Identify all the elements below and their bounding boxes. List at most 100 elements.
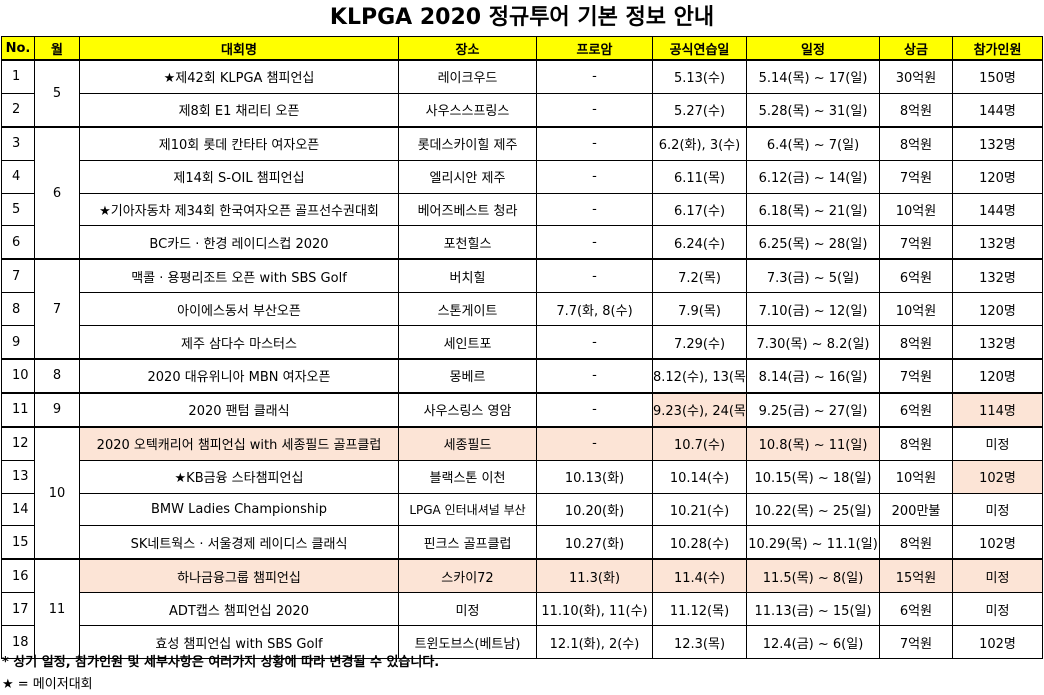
cell-schedule: 6.4(목) ~ 7(일): [746, 125, 880, 161]
cell-schedule: 11.13(금) ~ 15(일): [746, 592, 880, 627]
table-row: 16 11 하나금융그룹 챔피언십 스카이72 11.3(화) 11.4(수) …: [1, 558, 1043, 660]
cell-players: 132명: [952, 258, 1043, 294]
cell-proam: -: [536, 358, 653, 394]
cell-prize: 200만불: [879, 492, 953, 527]
cell-tournament: 하나금융그룹 챔피언십: [79, 558, 399, 594]
cell-prize: 7억원: [879, 225, 953, 260]
cell-proam: 11.10(화), 11(수): [536, 592, 653, 627]
cell-prize: 8억원: [879, 92, 953, 128]
cell-practice: 5.13(수): [652, 58, 747, 94]
cell-schedule: 8.14(금) ~ 16(일): [746, 358, 880, 394]
cell-month: 10: [34, 425, 80, 560]
cell-no: 16: [1, 558, 35, 594]
cell-no: 11: [1, 391, 35, 428]
cell-no: 15: [1, 525, 35, 560]
table-row: 2 제8회 E1 채리티 오픈 사우스스프링스 - 5.27(수) 5.28(목…: [1, 92, 1043, 128]
header-prize: 상금: [879, 36, 953, 61]
table-row: 8 아이에스동서 부산오픈 스톤게이트 7.7(화, 8(수) 7.9(목) 7…: [1, 292, 1043, 327]
cell-practice: 5.27(수): [652, 92, 747, 128]
cell-tournament: ★기아자동차 제34회 한국여자오픈 골프선수권대회: [79, 192, 399, 227]
cell-no: 6: [1, 225, 35, 260]
cell-players: 미정: [952, 558, 1043, 594]
cell-practice: 10.21(수): [652, 492, 747, 527]
cell-tournament: 2020 대유위니아 MBN 여자오픈: [79, 358, 399, 394]
table-row: 6 BC카드 · 한경 레이디스컵 2020 포천힐스 - 6.24(수) 6.…: [1, 225, 1043, 260]
cell-practice: 10.14(수): [652, 459, 747, 494]
cell-prize: 6억원: [879, 391, 953, 428]
table-row: 15 SK네트웍스 · 서울경제 레이디스 클래식 핀크스 골프클럽 10.27…: [1, 525, 1043, 560]
cell-schedule: 5.28(목) ~ 31(일): [746, 92, 880, 128]
cell-prize: 7억원: [879, 625, 953, 660]
header-venue: 장소: [398, 36, 537, 61]
header-practice: 공식연습일: [652, 36, 747, 61]
cell-venue: 사우스스프링스: [398, 92, 537, 128]
cell-players: 120명: [952, 292, 1043, 327]
cell-prize: 8억원: [879, 125, 953, 161]
cell-tournament: 제14회 S-OIL 챔피언십: [79, 159, 399, 194]
cell-tournament: 맥콜 · 용평리조트 오픈 with SBS Golf: [79, 258, 399, 294]
cell-proam: 12.1(화), 2(수): [536, 625, 653, 660]
cell-prize: 7억원: [879, 358, 953, 394]
cell-no: 17: [1, 592, 35, 627]
cell-schedule: 10.8(목) ~ 11(일): [746, 425, 880, 461]
cell-practice: 11.12(목): [652, 592, 747, 627]
cell-venue: 스카이72: [398, 558, 537, 594]
header-tournament: 대회명: [79, 36, 399, 61]
cell-players: 114명: [952, 391, 1043, 428]
cell-no: 2: [1, 92, 35, 128]
cell-venue: 레이크우드: [398, 58, 537, 94]
cell-proam: 11.3(화): [536, 558, 653, 594]
cell-prize: 30억원: [879, 58, 953, 94]
cell-proam: -: [536, 159, 653, 194]
cell-venue: 베어즈베스트 청라: [398, 192, 537, 227]
cell-tournament: BMW Ladies Championship: [79, 492, 399, 527]
cell-players: 102명: [952, 525, 1043, 560]
header-month: 월: [34, 36, 80, 61]
cell-proam: -: [536, 425, 653, 461]
cell-players: 미정: [952, 425, 1043, 461]
cell-month: 7: [34, 258, 80, 360]
cell-players: 150명: [952, 58, 1043, 94]
cell-proam: -: [536, 125, 653, 161]
cell-schedule: 7.10(금) ~ 12(일): [746, 292, 880, 327]
cell-no: 9: [1, 325, 35, 360]
table-row: 14 BMW Ladies Championship LPGA 인터내셔널 부산…: [1, 492, 1043, 527]
cell-venue: 핀크스 골프클럽: [398, 525, 537, 560]
cell-no: 3: [1, 125, 35, 161]
cell-players: 미정: [952, 492, 1043, 527]
table-row: 1 5 ★제42회 KLPGA 챔피언십 레이크우드 - 5.13(수) 5.1…: [1, 58, 1043, 128]
cell-no: 18: [1, 625, 35, 660]
cell-tournament: 제10회 롯데 칸타타 여자오픈: [79, 125, 399, 161]
cell-proam: -: [536, 92, 653, 128]
cell-venue: 스톤게이트: [398, 292, 537, 327]
cell-schedule: 11.5(목) ~ 8(일): [746, 558, 880, 594]
cell-month: 6: [34, 125, 80, 260]
cell-tournament: SK네트웍스 · 서울경제 레이디스 클래식: [79, 525, 399, 560]
cell-venue: LPGA 인터내셔널 부산: [398, 492, 537, 527]
cell-tournament: 아이에스동서 부산오픈: [79, 292, 399, 327]
cell-players: 144명: [952, 192, 1043, 227]
cell-practice: 6.11(목): [652, 159, 747, 194]
cell-tournament: BC카드 · 한경 레이디스컵 2020: [79, 225, 399, 260]
cell-schedule: 6.18(목) ~ 21(일): [746, 192, 880, 227]
header-schedule: 일정: [746, 36, 880, 61]
cell-no: 8: [1, 292, 35, 327]
table-row: 12 10 2020 오텍캐리어 챔피언십 with 세종필드 골프클럽 세종필…: [1, 425, 1043, 560]
cell-proam: -: [536, 192, 653, 227]
cell-venue: 세종필드: [398, 425, 537, 461]
cell-players: 120명: [952, 159, 1043, 194]
cell-prize: 7억원: [879, 159, 953, 194]
cell-prize: 8억원: [879, 525, 953, 560]
cell-proam: 10.13(화): [536, 459, 653, 494]
cell-practice: 9.23(수), 24(목): [652, 391, 747, 428]
header-no: No.: [1, 36, 35, 61]
cell-prize: 10억원: [879, 459, 953, 494]
cell-venue: 포천힐스: [398, 225, 537, 260]
header-proam: 프로암: [536, 36, 653, 61]
cell-no: 7: [1, 258, 35, 294]
cell-schedule: 7.3(금) ~ 5(일): [746, 258, 880, 294]
cell-no: 5: [1, 192, 35, 227]
header-row: No. 월 대회명 장소 프로암 공식연습일 일정 상금 참가인원: [1, 36, 1043, 61]
cell-proam: -: [536, 258, 653, 294]
